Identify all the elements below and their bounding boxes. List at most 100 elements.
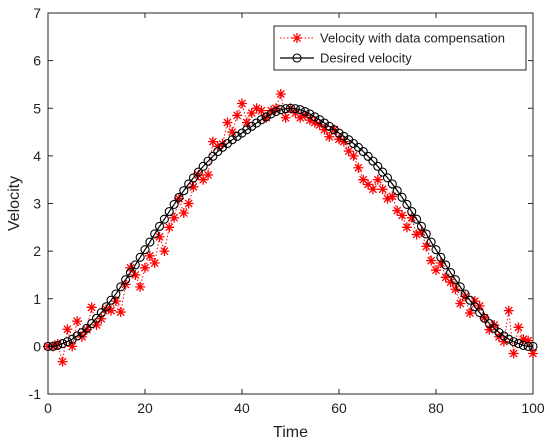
series-1-point <box>188 181 199 192</box>
legend-entry-1: Velocity with data compensation <box>280 31 505 46</box>
series-2-line <box>48 107 533 347</box>
series-1-point <box>513 322 524 333</box>
series-1-point <box>106 305 117 316</box>
series-2-point <box>421 229 431 239</box>
series-2-point <box>319 118 330 128</box>
series-2-point <box>203 156 213 166</box>
series-2-point <box>101 302 111 312</box>
series-2-point <box>261 112 271 122</box>
series-2-point <box>475 308 485 318</box>
series-2-point <box>378 167 388 177</box>
series-1-point <box>324 131 335 142</box>
series-1-point <box>217 138 228 149</box>
series-2-point <box>232 131 242 141</box>
series-2-point <box>363 151 373 161</box>
series-2-point <box>159 214 169 224</box>
series-1-point <box>523 335 534 346</box>
series-2-point <box>96 308 106 318</box>
series-2-point <box>208 151 218 161</box>
series-2-point <box>397 192 407 202</box>
y-tick-label: 0 <box>33 338 41 354</box>
series-1-point <box>469 296 480 307</box>
series-1-point <box>67 341 78 352</box>
series-1-point <box>450 284 461 295</box>
series-2-point <box>57 338 68 349</box>
legend-marker <box>292 33 302 43</box>
series-2-point <box>339 131 349 141</box>
series-2-point <box>179 186 189 196</box>
series-1-point <box>343 146 354 157</box>
series-2-point <box>450 275 460 285</box>
series-1-point <box>203 169 214 180</box>
series-1-point <box>222 117 233 128</box>
series-2-point <box>145 237 155 247</box>
series-2-point <box>465 295 475 305</box>
x-tick-label: 0 <box>44 400 52 416</box>
series-2-point <box>358 147 368 157</box>
series-1-point <box>353 162 364 173</box>
series-1-point <box>401 222 412 233</box>
series-2-point <box>111 289 121 299</box>
series-2-point <box>484 318 494 329</box>
series-2-point <box>499 331 509 341</box>
series-2-point <box>329 125 339 135</box>
series-2-point <box>305 109 315 119</box>
y-tick-label: 6 <box>33 53 41 69</box>
series-1-point <box>348 150 359 161</box>
series-1-point <box>280 112 291 123</box>
series-1-point <box>135 281 146 292</box>
legend-label: Velocity with data compensation <box>320 31 505 46</box>
series-1-point <box>62 324 73 335</box>
legend-box <box>273 25 527 71</box>
series-2-point <box>140 245 150 255</box>
series-2-point <box>416 221 427 231</box>
series-2-point <box>116 282 126 292</box>
y-tick-label: 4 <box>33 148 41 164</box>
series-2-point <box>135 252 145 262</box>
x-axis-label: Time <box>273 424 308 441</box>
series-2-point <box>392 186 402 196</box>
series-2-point <box>412 214 422 224</box>
plot-area <box>47 12 534 395</box>
series-1-point <box>314 119 325 130</box>
series-1-point <box>508 348 519 359</box>
series-1-point <box>518 334 529 345</box>
series-2-point <box>281 104 291 114</box>
series-2-point <box>334 128 344 138</box>
series-2-point <box>426 237 436 247</box>
series-1-point <box>227 127 238 138</box>
series-1-point <box>266 105 277 116</box>
series-2-point <box>455 282 465 292</box>
series-2-point <box>193 167 203 177</box>
series-1-point <box>164 222 175 233</box>
series-2-point <box>247 121 257 131</box>
series-1-point <box>334 134 344 145</box>
series-2-point <box>53 340 63 350</box>
series-2-point <box>184 179 194 189</box>
y-tick-label: 1 <box>33 291 41 307</box>
series-2-point <box>368 156 378 166</box>
series-2-point <box>251 118 262 128</box>
series-2 <box>43 103 538 351</box>
series-2-point <box>509 337 519 347</box>
y-tick-label: -1 <box>29 386 42 402</box>
series-1-point <box>125 262 136 273</box>
series-1-point <box>241 117 252 128</box>
series-1-point <box>256 105 267 116</box>
series-1-point <box>489 319 500 330</box>
series-1-point <box>367 184 378 195</box>
series-2-point <box>373 161 383 171</box>
series-2-point <box>518 340 528 350</box>
series-1-point <box>91 319 102 330</box>
series-2-point <box>266 109 276 119</box>
series-2-point <box>441 260 451 270</box>
series-1-point <box>503 305 514 316</box>
series-1-point <box>115 307 126 318</box>
series-1-point <box>484 324 495 335</box>
series-1-point <box>474 300 485 311</box>
series-1-point <box>86 302 97 313</box>
series-1-point <box>460 291 471 302</box>
series-1-point <box>363 179 374 190</box>
series-1-point <box>149 258 160 269</box>
series-2-point <box>523 341 533 351</box>
